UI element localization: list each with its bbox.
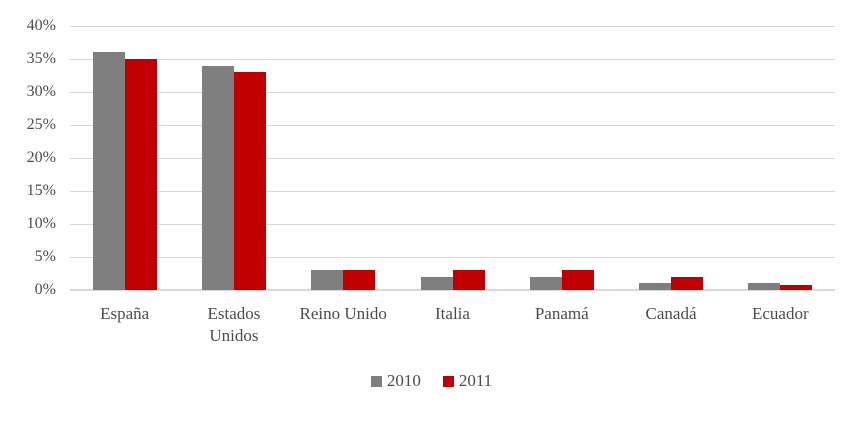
category-label: Italia <box>435 304 470 323</box>
category-label: Reino Unido <box>299 304 387 323</box>
bar-segment <box>92 52 125 290</box>
category-label: España <box>100 304 150 323</box>
bar-segment <box>124 59 157 290</box>
legend-item: 2010 <box>370 371 421 391</box>
bar-segment <box>343 270 376 290</box>
legend-swatch-icon <box>370 375 382 387</box>
y-tick-label: 20% <box>26 149 56 166</box>
bar-segment <box>639 283 672 290</box>
gridline <box>70 124 835 126</box>
y-tick-label: 30% <box>26 83 56 100</box>
y-tick-label: 35% <box>26 50 56 67</box>
bar-segment <box>529 276 562 290</box>
x-axis-labels: España Estados Unidos Reino Unido Italia Pan… <box>70 303 835 347</box>
bar-segment <box>671 276 704 290</box>
category-label: Ecuador <box>752 304 809 323</box>
bar-segment <box>233 72 266 290</box>
category-label: Estados Unidos <box>207 304 261 345</box>
gridline <box>70 91 835 93</box>
y-tick-label: 15% <box>26 182 56 199</box>
bar-segment <box>201 65 234 290</box>
gridline <box>70 223 835 225</box>
x-axis-line <box>70 289 835 291</box>
bar-segment <box>420 276 453 290</box>
y-tick-label: 40% <box>26 17 56 34</box>
y-tick-label: 0% <box>34 281 56 298</box>
category-label: Panamá <box>534 304 589 323</box>
category-label: Canadá <box>645 304 697 323</box>
gridline <box>70 190 835 192</box>
gridline <box>70 58 835 60</box>
y-tick-label: 10% <box>26 215 56 232</box>
y-tick-label: 5% <box>34 248 56 265</box>
legend: 2010 2011 <box>0 371 863 391</box>
gridline <box>70 157 835 159</box>
bar-segment <box>780 284 813 290</box>
legend-swatch-icon <box>442 375 454 387</box>
y-axis: 0% 5% 10% 15% 20% 25% 30% 35% 40% <box>0 17 56 298</box>
gridline <box>70 256 835 258</box>
legend-label: 2011 <box>458 371 493 390</box>
plot-area <box>70 25 835 291</box>
legend-label: 2010 <box>386 371 421 390</box>
bar-segment <box>311 270 344 290</box>
bar-segment <box>561 270 594 290</box>
y-tick-label: 25% <box>26 116 56 133</box>
legend-item: 2011 <box>442 371 493 391</box>
bar-segment <box>748 283 781 290</box>
gridline <box>70 25 835 27</box>
bar-segment <box>452 270 485 290</box>
